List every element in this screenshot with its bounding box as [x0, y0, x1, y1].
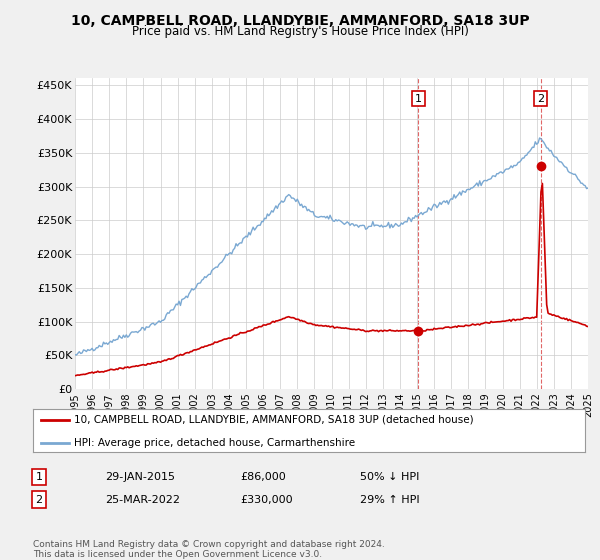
Text: 1: 1: [415, 94, 422, 104]
Text: Contains HM Land Registry data © Crown copyright and database right 2024.
This d: Contains HM Land Registry data © Crown c…: [33, 540, 385, 559]
Text: £86,000: £86,000: [240, 472, 286, 482]
Text: 29-JAN-2015: 29-JAN-2015: [105, 472, 175, 482]
Text: Price paid vs. HM Land Registry's House Price Index (HPI): Price paid vs. HM Land Registry's House …: [131, 25, 469, 38]
Text: 10, CAMPBELL ROAD, LLANDYBIE, AMMANFORD, SA18 3UP (detached house): 10, CAMPBELL ROAD, LLANDYBIE, AMMANFORD,…: [74, 415, 474, 424]
Text: £330,000: £330,000: [240, 494, 293, 505]
Text: 2: 2: [35, 494, 43, 505]
Text: 10, CAMPBELL ROAD, LLANDYBIE, AMMANFORD, SA18 3UP: 10, CAMPBELL ROAD, LLANDYBIE, AMMANFORD,…: [71, 14, 529, 28]
Text: 50% ↓ HPI: 50% ↓ HPI: [360, 472, 419, 482]
Text: 25-MAR-2022: 25-MAR-2022: [105, 494, 180, 505]
Text: 1: 1: [35, 472, 43, 482]
Text: 29% ↑ HPI: 29% ↑ HPI: [360, 494, 419, 505]
Text: HPI: Average price, detached house, Carmarthenshire: HPI: Average price, detached house, Carm…: [74, 438, 356, 448]
Text: 2: 2: [537, 94, 544, 104]
